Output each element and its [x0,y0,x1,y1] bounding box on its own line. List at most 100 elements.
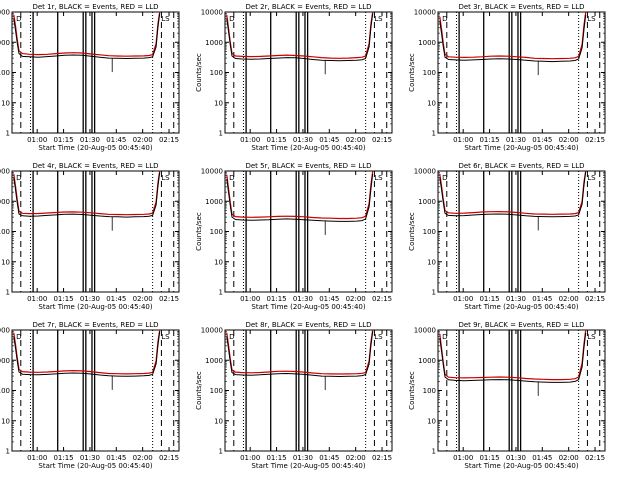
x-tick-label: 01:15 [479,454,499,462]
y-tick-label: 10 [1,417,10,425]
marker-label-d: D [442,15,447,23]
x-tick-label: 01:15 [479,295,499,303]
marker-label-d: D [16,15,21,23]
x-tick-label: 02:00 [133,136,153,144]
y-tick-label: 10000 [414,327,436,335]
marker-label-d: D [442,174,447,182]
y-tick-label: 10000 [0,168,10,176]
detector-panel-4: Det 4r, BLACK = Events, RED = LLD 1 10 100 1… [0,162,180,311]
x-tick-label: 01:00 [453,454,473,462]
y-tick-label: 10 [427,417,436,425]
plot-frame [437,11,606,134]
y-tick-label: 1000 [205,198,223,206]
y-tick-label: 1 [6,448,10,456]
lld-series-line [226,11,374,59]
x-tick-label: 01:00 [240,295,260,303]
x-tick-label: 01:45 [106,295,126,303]
x-tick-label: 01:00 [453,295,473,303]
x-tick-label: 02:00 [346,295,366,303]
x-tick-label: 02:00 [559,136,579,144]
detector-panel-7: Det 7r, BLACK = Events, RED = LLD 1 10 100 1… [0,321,180,470]
x-tick-label: 01:30 [293,454,313,462]
y-tick-label: 10 [214,99,223,107]
y-tick-label: 1000 [205,357,223,365]
marker-label-d: D [16,333,21,341]
lld-series-line [439,11,587,60]
x-tick-label: 01:00 [27,295,47,303]
x-tick-label: 01:00 [240,454,260,462]
events-series-line [13,172,161,218]
plot-frame [224,170,393,293]
y-tick-label: 10 [427,99,436,107]
marker-label-ls: LS [374,174,383,182]
x-tick-label: 01:00 [453,136,473,144]
x-tick-label: 02:00 [346,136,366,144]
lld-series-line [439,329,587,381]
plot-frame [11,329,180,452]
y-tick-label: 1000 [0,39,10,47]
marker-label-d: D [229,333,234,341]
x-tick-label: 02:00 [346,454,366,462]
y-tick-label: 1000 [418,357,436,365]
x-axis-label: Start Time (20-Aug-05 00:45:40) [251,462,365,470]
x-tick-label: 01:30 [293,295,313,303]
x-axis-label: Start Time (20-Aug-05 00:45:40) [38,462,152,470]
x-axis-label: Start Time (20-Aug-05 00:45:40) [464,144,578,152]
marker-label-ls: LS [161,174,170,182]
y-tick-label: 1000 [0,198,10,206]
x-tick-label: 02:00 [133,295,153,303]
y-tick-label: 1 [6,289,10,297]
x-tick-label: 01:30 [506,295,526,303]
marker-label-ls: LS [587,174,596,182]
lld-series-line [226,329,374,375]
y-tick-label: 1000 [418,39,436,47]
y-axis-label: Counts/sec [195,53,203,92]
x-tick-label: 02:00 [559,454,579,462]
events-series-line [13,331,161,377]
y-tick-label: 10000 [201,9,223,17]
y-axis-label: Counts/sec [195,371,203,410]
lld-series-line [13,11,161,57]
lld-series-line [226,170,374,220]
y-tick-label: 100 [0,69,10,77]
y-tick-label: 1 [219,130,223,138]
y-tick-label: 1 [432,448,436,456]
y-tick-label: 10 [214,417,223,425]
x-tick-label: 01:30 [80,454,100,462]
plot-frame [437,329,606,452]
panel-title: Det 2r, BLACK = Events, RED = LLD [245,3,371,11]
panel-title: Det 3r, BLACK = Events, RED = LLD [458,3,584,11]
marker-label-ls: LS [374,333,383,341]
y-tick-label: 100 [0,228,10,236]
x-tick-label: 02:15 [372,295,392,303]
marker-label-ls: LS [374,15,383,23]
y-tick-label: 10 [427,258,436,266]
plot-frame [437,170,606,293]
marker-label-d: D [442,333,447,341]
x-tick-label: 01:15 [266,295,286,303]
x-tick-label: 02:15 [159,136,179,144]
x-tick-label: 02:15 [585,454,605,462]
y-tick-label: 1000 [418,198,436,206]
x-tick-label: 01:15 [479,136,499,144]
y-tick-label: 10000 [0,9,10,17]
x-tick-label: 02:15 [159,295,179,303]
y-tick-label: 100 [0,387,10,395]
x-axis-label: Start Time (20-Aug-05 00:45:40) [38,303,152,311]
x-tick-label: 01:30 [80,295,100,303]
y-tick-label: 1 [6,130,10,138]
x-tick-label: 01:45 [106,454,126,462]
y-tick-label: 100 [423,69,436,77]
panel-title: Det 4r, BLACK = Events, RED = LLD [32,162,158,170]
x-tick-label: 02:15 [372,454,392,462]
detector-panel-1: Det 1r, BLACK = Events, RED = LLD 1 10 100 1… [0,3,180,152]
y-tick-label: 10000 [201,168,223,176]
x-tick-label: 01:45 [319,136,339,144]
events-series-line [439,332,587,383]
marker-label-d: D [229,15,234,23]
x-tick-label: 01:15 [266,454,286,462]
y-axis-label: Counts/sec [195,212,203,251]
marker-label-ls: LS [161,15,170,23]
